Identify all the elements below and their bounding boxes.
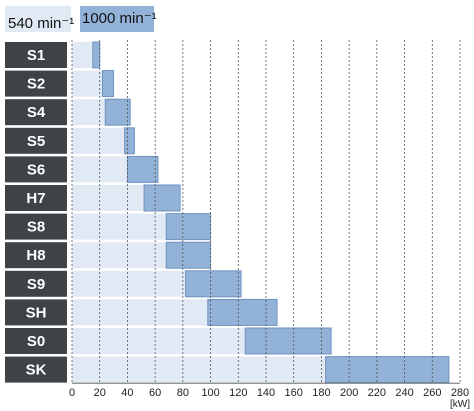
row-label-box [5,270,67,297]
bar-1000 [143,184,181,212]
legend-label: 1000 min⁻¹ [82,10,157,27]
bar-540 [72,185,145,211]
bar-1000 [165,241,212,269]
x-tick-label: 180 [312,387,330,399]
row-label-box [5,156,67,183]
bar-540 [72,328,246,354]
row-label-box [5,99,67,126]
x-tick-label: 120 [229,387,247,399]
x-tick-label: 220 [368,387,386,399]
x-tick-label: 240 [395,387,413,399]
bar-1000 [92,41,101,69]
row-label: S2 [27,76,45,93]
x-tick-label: 100 [201,387,219,399]
row-label: S0 [27,333,45,350]
bar-540 [72,99,106,126]
x-tick-label: 80 [177,387,189,399]
row-label: H8 [26,247,45,264]
x-axis-label: [kW] [450,399,470,410]
row-label: S9 [27,276,45,293]
bar-1000 [244,327,332,355]
bar-540 [72,356,326,383]
bar-1000 [104,98,131,126]
bar-1000 [207,298,278,326]
row-label: SH [26,304,47,321]
bar-1000 [101,70,115,98]
row-label-box [5,213,67,240]
bar-540 [72,299,208,326]
row-label: SK [26,362,47,379]
bar-540 [72,70,103,97]
row-label-box [5,127,67,154]
row-label-box [5,299,67,326]
row-label: S8 [27,219,45,236]
bar-540 [72,242,167,269]
x-tick-label: 260 [423,387,441,399]
bar-540 [72,270,186,297]
row-label-box [5,356,67,383]
x-tick-label: 0 [69,387,75,399]
x-tick-label: 20 [94,387,106,399]
row-label: S1 [27,47,45,64]
bar-1000 [124,127,135,155]
row-label: S6 [27,161,45,178]
legend-swatch [5,6,71,32]
bar-1000 [325,356,450,384]
row-label-box [5,328,67,354]
row-label-box [5,242,67,269]
row-label: S4 [27,104,46,121]
x-tick-label: 40 [121,387,133,399]
x-tick-label: 160 [285,387,303,399]
bar-1000 [165,213,212,241]
row-label: S5 [27,133,45,150]
bar-1000 [126,155,159,183]
row-label-box [5,42,67,68]
bar-1000 [185,270,242,298]
x-tick-label: 140 [257,387,275,399]
bar-540 [72,42,93,68]
legend-swatch [80,6,154,32]
x-tick-label: 200 [340,387,358,399]
bar-540 [72,213,167,240]
row-label-box [5,185,67,211]
x-tick-label: 60 [149,387,161,399]
legend-label: 540 min⁻¹ [8,15,74,32]
row-label: H7 [26,190,45,207]
bar-540 [72,127,125,154]
x-tick-label: 280 [451,387,469,399]
row-label-box [5,70,67,97]
